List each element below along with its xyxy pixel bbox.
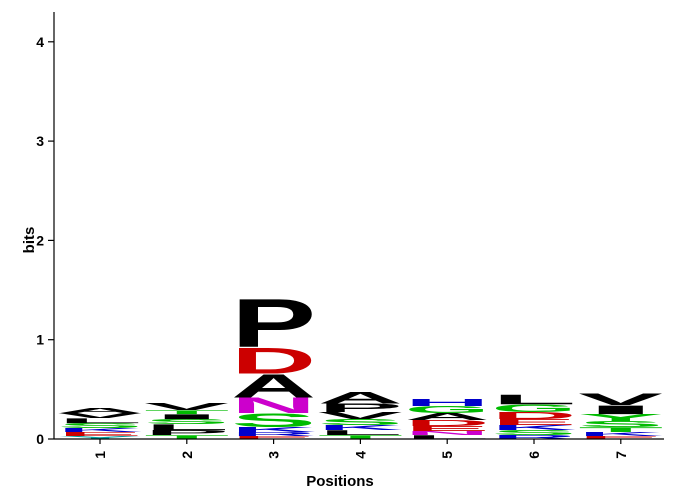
logo-letter-s: S — [144, 418, 229, 426]
logo-letter-e: E — [58, 431, 143, 437]
logo-letter-r: R — [492, 434, 577, 440]
x-tick-label: 2 — [179, 451, 195, 459]
logo-letter-s: S — [318, 418, 403, 427]
logo-letter-k: K — [578, 431, 663, 437]
logo-letter-l: L — [318, 429, 403, 437]
x-tick-label: 7 — [613, 451, 629, 459]
x-tick-label: 4 — [352, 451, 368, 459]
logo-letter-a: A — [58, 407, 143, 415]
y-tick-label: 3 — [36, 133, 44, 149]
logo-letter-t: T — [144, 434, 229, 440]
logo-letter-a: A — [405, 411, 490, 422]
logo-letter-k: K — [318, 424, 403, 432]
logo-letter-l: L — [144, 423, 229, 432]
logo-letter-v: V — [578, 390, 663, 408]
x-tick-label: 3 — [266, 451, 282, 459]
logo-letter-a: A — [231, 368, 316, 405]
logo-letter-l: L — [405, 434, 490, 440]
y-tick-label: 2 — [36, 232, 44, 248]
logo-letter-v: V — [144, 402, 229, 413]
logo-letter-k: K — [492, 424, 577, 432]
logo-letter-k: K — [58, 427, 143, 433]
y-axis-label: bits — [21, 227, 38, 254]
logo-letter-n: N — [231, 393, 316, 418]
logo-letter-k: K — [231, 426, 316, 434]
logo-letter-g: G — [492, 402, 577, 414]
logo-letter-d: D — [231, 340, 316, 381]
logo-letter-g: G — [405, 405, 490, 416]
logo-letter-a: A — [318, 388, 403, 407]
logo-letter-i: I — [144, 413, 229, 421]
logo-letter-s: S — [231, 410, 316, 431]
axes — [53, 12, 664, 440]
y-tick-label: 4 — [36, 34, 44, 50]
logo-letter-y: Y — [58, 435, 143, 440]
letter-stacks: YEKSLVATPLSITVERKSNADPTLKSVPALNEDAGHRSKE… — [58, 284, 664, 440]
logo-letter-r: R — [231, 431, 316, 437]
logo-letter-t: T — [318, 434, 403, 440]
logo-letter-t: T — [144, 409, 229, 415]
logo-letter-l: L — [492, 392, 577, 407]
y-ticks: 0 1 2 3 4 — [36, 34, 54, 447]
logo-letter-d: D — [492, 410, 577, 421]
logo-letter-s: S — [492, 429, 577, 437]
y-tick-label: 1 — [36, 332, 44, 348]
logo-letter-n: N — [405, 430, 490, 436]
logo-letter-p: P — [318, 401, 403, 415]
y-tick-label: 0 — [36, 431, 44, 447]
x-ticks: 1 2 3 4 5 6 7 — [92, 439, 629, 459]
logo-letter-y: Y — [578, 412, 663, 423]
logo-letter-t: T — [578, 426, 663, 434]
logo-letter-h: H — [405, 397, 490, 408]
logo-letter-e: E — [492, 418, 577, 427]
logo-letter-p: P — [231, 284, 316, 361]
logo-letter-v: V — [318, 411, 403, 422]
logo-letter-i: I — [578, 403, 663, 417]
logo-letter-d: D — [405, 419, 490, 428]
logo-letter-s: S — [578, 420, 663, 429]
logo-letter-e: E — [578, 435, 663, 440]
x-tick-label: 1 — [92, 451, 108, 459]
logo-letter-l: L — [58, 417, 143, 425]
logo-letter-e: E — [231, 435, 316, 440]
logo-letter-p: P — [144, 429, 229, 437]
logo-letter-v: V — [58, 412, 143, 420]
x-tick-label: 6 — [526, 451, 542, 459]
logo-letter-s: S — [58, 422, 143, 430]
logo-letter-e: E — [405, 425, 490, 433]
x-axis-label: Positions — [306, 473, 374, 490]
x-tick-label: 5 — [439, 451, 455, 459]
